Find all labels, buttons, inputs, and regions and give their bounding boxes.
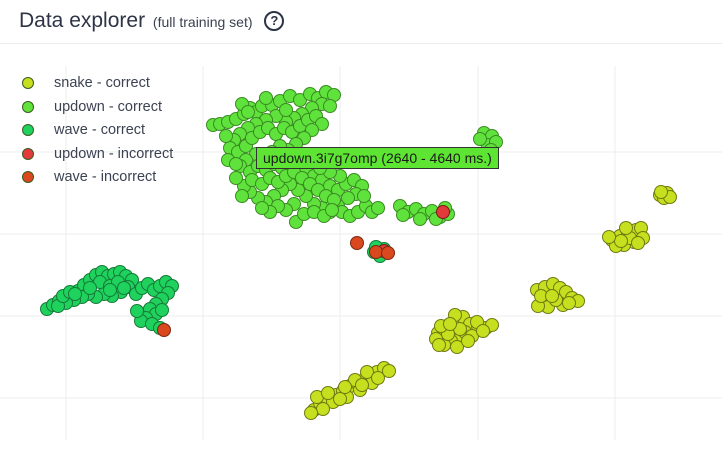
data-point[interactable]: [235, 189, 249, 203]
data-point[interactable]: [241, 105, 255, 119]
legend-label: wave - incorrect: [54, 169, 157, 185]
data-point[interactable]: [631, 236, 645, 250]
data-point[interactable]: [371, 201, 385, 215]
data-point[interactable]: [614, 234, 628, 248]
data-point[interactable]: [436, 205, 450, 219]
legend-swatch: [22, 124, 34, 136]
data-point[interactable]: [323, 99, 337, 113]
data-point[interactable]: [382, 364, 396, 378]
title-text: Data explorer: [19, 9, 146, 32]
help-circle-icon[interactable]: ?: [264, 11, 285, 31]
data-point[interactable]: [369, 245, 383, 259]
scatter-plot[interactable]: [0, 44, 722, 465]
data-point[interactable]: [219, 129, 233, 143]
data-point[interactable]: [316, 402, 330, 416]
data-point[interactable]: [413, 212, 427, 226]
data-point[interactable]: [476, 324, 490, 338]
data-point[interactable]: [545, 289, 559, 303]
data-point[interactable]: [562, 296, 576, 310]
data-point[interactable]: [338, 380, 352, 394]
data-point[interactable]: [619, 221, 633, 235]
data-point[interactable]: [443, 317, 457, 331]
data-point[interactable]: [157, 323, 171, 337]
data-point[interactable]: [357, 189, 371, 203]
data-point[interactable]: [155, 303, 169, 317]
data-point[interactable]: [117, 281, 131, 295]
legend-swatch: [22, 77, 34, 89]
legend-swatch: [22, 171, 34, 183]
header-bar: Data explorer (full training set) ?: [0, 0, 722, 44]
data-point[interactable]: [321, 386, 335, 400]
data-point[interactable]: [355, 378, 369, 392]
data-point[interactable]: [255, 201, 269, 215]
legend-swatch: [22, 100, 34, 113]
data-point[interactable]: [602, 230, 616, 244]
data-point[interactable]: [350, 236, 364, 250]
data-point[interactable]: [396, 208, 410, 222]
legend-swatch: [22, 147, 34, 160]
data-point[interactable]: [461, 334, 475, 348]
data-point[interactable]: [103, 283, 117, 297]
legend-label: updown - incorrect: [54, 145, 174, 162]
data-point[interactable]: [229, 171, 243, 185]
data-point[interactable]: [130, 304, 144, 318]
legend-label: wave - correct: [54, 122, 146, 138]
data-point[interactable]: [654, 185, 668, 199]
data-point[interactable]: [360, 365, 374, 379]
title-subtitle: (full training set): [152, 14, 253, 30]
data-point[interactable]: [68, 287, 82, 301]
data-point[interactable]: [333, 392, 347, 406]
data-point[interactable]: [325, 203, 339, 217]
data-point[interactable]: [371, 371, 385, 385]
data-point[interactable]: [83, 281, 97, 295]
data-point[interactable]: [432, 338, 446, 352]
data-points[interactable]: [40, 85, 677, 420]
data-point[interactable]: [450, 340, 464, 354]
legend-label: snake - correct: [54, 75, 150, 91]
page-title: Data explorer (full training set) ?: [19, 9, 285, 33]
point-tooltip: updown.3i7g7omp (2640 - 4640 ms.): [256, 147, 499, 169]
data-point[interactable]: [304, 406, 318, 420]
data-point[interactable]: [473, 132, 487, 146]
data-point[interactable]: [341, 191, 355, 205]
legend-label: updown - correct: [54, 98, 162, 115]
data-point[interactable]: [259, 91, 273, 105]
data-point[interactable]: [381, 246, 395, 260]
data-point[interactable]: [229, 157, 243, 171]
data-point[interactable]: [279, 103, 293, 117]
